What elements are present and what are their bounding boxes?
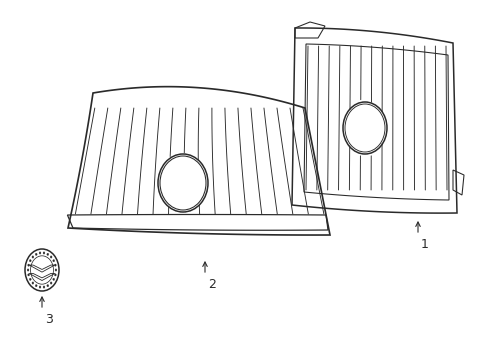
Ellipse shape — [35, 253, 37, 256]
Ellipse shape — [32, 282, 34, 284]
Ellipse shape — [53, 278, 55, 280]
Ellipse shape — [43, 286, 45, 288]
Ellipse shape — [25, 249, 59, 291]
Ellipse shape — [39, 286, 41, 288]
Ellipse shape — [39, 252, 41, 254]
Ellipse shape — [55, 269, 57, 271]
Ellipse shape — [30, 256, 53, 284]
Text: 2: 2 — [207, 278, 215, 291]
Ellipse shape — [47, 284, 49, 287]
Text: 1: 1 — [420, 238, 428, 251]
Ellipse shape — [342, 102, 386, 154]
Ellipse shape — [29, 260, 31, 262]
Text: 3: 3 — [45, 313, 53, 326]
Ellipse shape — [27, 269, 29, 271]
Ellipse shape — [35, 284, 37, 287]
Ellipse shape — [50, 256, 52, 258]
Ellipse shape — [28, 274, 29, 276]
Ellipse shape — [50, 282, 52, 284]
Ellipse shape — [29, 278, 31, 280]
Ellipse shape — [43, 252, 45, 254]
Ellipse shape — [54, 274, 56, 276]
Ellipse shape — [28, 264, 29, 266]
Ellipse shape — [47, 253, 49, 256]
Ellipse shape — [32, 256, 34, 258]
Ellipse shape — [53, 260, 55, 262]
Ellipse shape — [158, 154, 207, 212]
Ellipse shape — [54, 264, 56, 266]
